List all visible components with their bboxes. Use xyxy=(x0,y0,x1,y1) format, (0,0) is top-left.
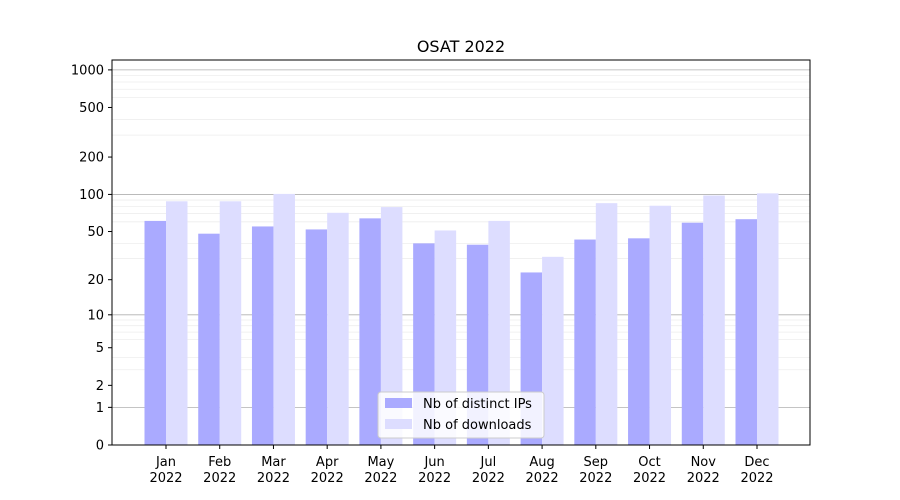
x-axis: Jan 2022 Feb 2022 Mar 2022 Apr 2022 May 2022 Jun 20… xyxy=(149,445,774,486)
bar-distinct-ips xyxy=(681,222,704,445)
y-tick-label: 200 xyxy=(79,151,104,166)
x-tick-label: Mar 2022 xyxy=(257,455,290,486)
y-tick-label: 0 xyxy=(96,439,104,454)
y-axis: 0 1 2 5 10 20 50 100 200 500 1000 xyxy=(71,63,112,454)
bar-distinct-ips xyxy=(359,218,381,445)
bar-downloads xyxy=(488,220,510,445)
y-tick-label: 500 xyxy=(79,101,104,116)
y-tick-label: 10 xyxy=(87,308,104,323)
chart-title: OSAT 2022 xyxy=(417,37,505,56)
bar-downloads xyxy=(273,193,295,445)
y-tick-label: 20 xyxy=(87,273,104,288)
y-tick-label: 2 xyxy=(96,379,104,394)
legend-box xyxy=(377,391,545,439)
plot-frame xyxy=(111,59,811,446)
bar-distinct-ips xyxy=(574,239,596,445)
legend-swatch-distinct-ips xyxy=(385,398,412,408)
bar-distinct-ips xyxy=(305,229,328,445)
x-tick-label: May 2022 xyxy=(364,455,397,486)
bar-distinct-ips xyxy=(144,220,166,445)
y-tick-label: 5 xyxy=(96,341,104,356)
bar-downloads xyxy=(595,203,618,445)
legend-label-distinct-ips: Nb of distinct IPs xyxy=(423,397,532,412)
bar-downloads xyxy=(649,205,672,445)
bar-downloads xyxy=(166,201,188,445)
x-tick-label: Jan 2022 xyxy=(149,455,182,486)
x-tick-label: Dec 2022 xyxy=(740,455,773,486)
y-tick-label: 1 xyxy=(96,401,104,416)
y-tick-label: 100 xyxy=(79,188,104,203)
y-tick-label: 1000 xyxy=(71,63,104,78)
y-tick-label: 50 xyxy=(87,225,104,240)
bar-distinct-ips xyxy=(735,219,757,445)
bar-distinct-ips xyxy=(628,238,650,445)
bar-downloads xyxy=(757,193,779,445)
bar-downloads xyxy=(434,230,457,445)
x-tick-label: Nov 2022 xyxy=(687,455,720,486)
x-tick-label: Aug 2022 xyxy=(526,455,559,486)
bar-downloads xyxy=(327,212,349,445)
bar-downloads xyxy=(380,207,403,445)
legend-label-downloads: Nb of downloads xyxy=(423,418,532,433)
x-tick-label: Oct 2022 xyxy=(633,455,666,486)
legend: Nb of distinct IPs Nb of downloads xyxy=(377,391,545,439)
x-tick-label: Jul 2022 xyxy=(472,455,505,486)
x-tick-label: Feb 2022 xyxy=(203,455,236,486)
legend-swatch-downloads xyxy=(385,419,412,429)
bar-downloads xyxy=(703,195,725,445)
bar-distinct-ips xyxy=(251,226,274,445)
x-tick-label: Jun 2022 xyxy=(418,455,451,486)
bar-distinct-ips xyxy=(198,233,220,445)
x-tick-label: Sep 2022 xyxy=(579,455,612,486)
bar-downloads xyxy=(219,201,242,445)
bar-downloads xyxy=(542,256,564,445)
x-tick-label: Apr 2022 xyxy=(311,455,344,486)
